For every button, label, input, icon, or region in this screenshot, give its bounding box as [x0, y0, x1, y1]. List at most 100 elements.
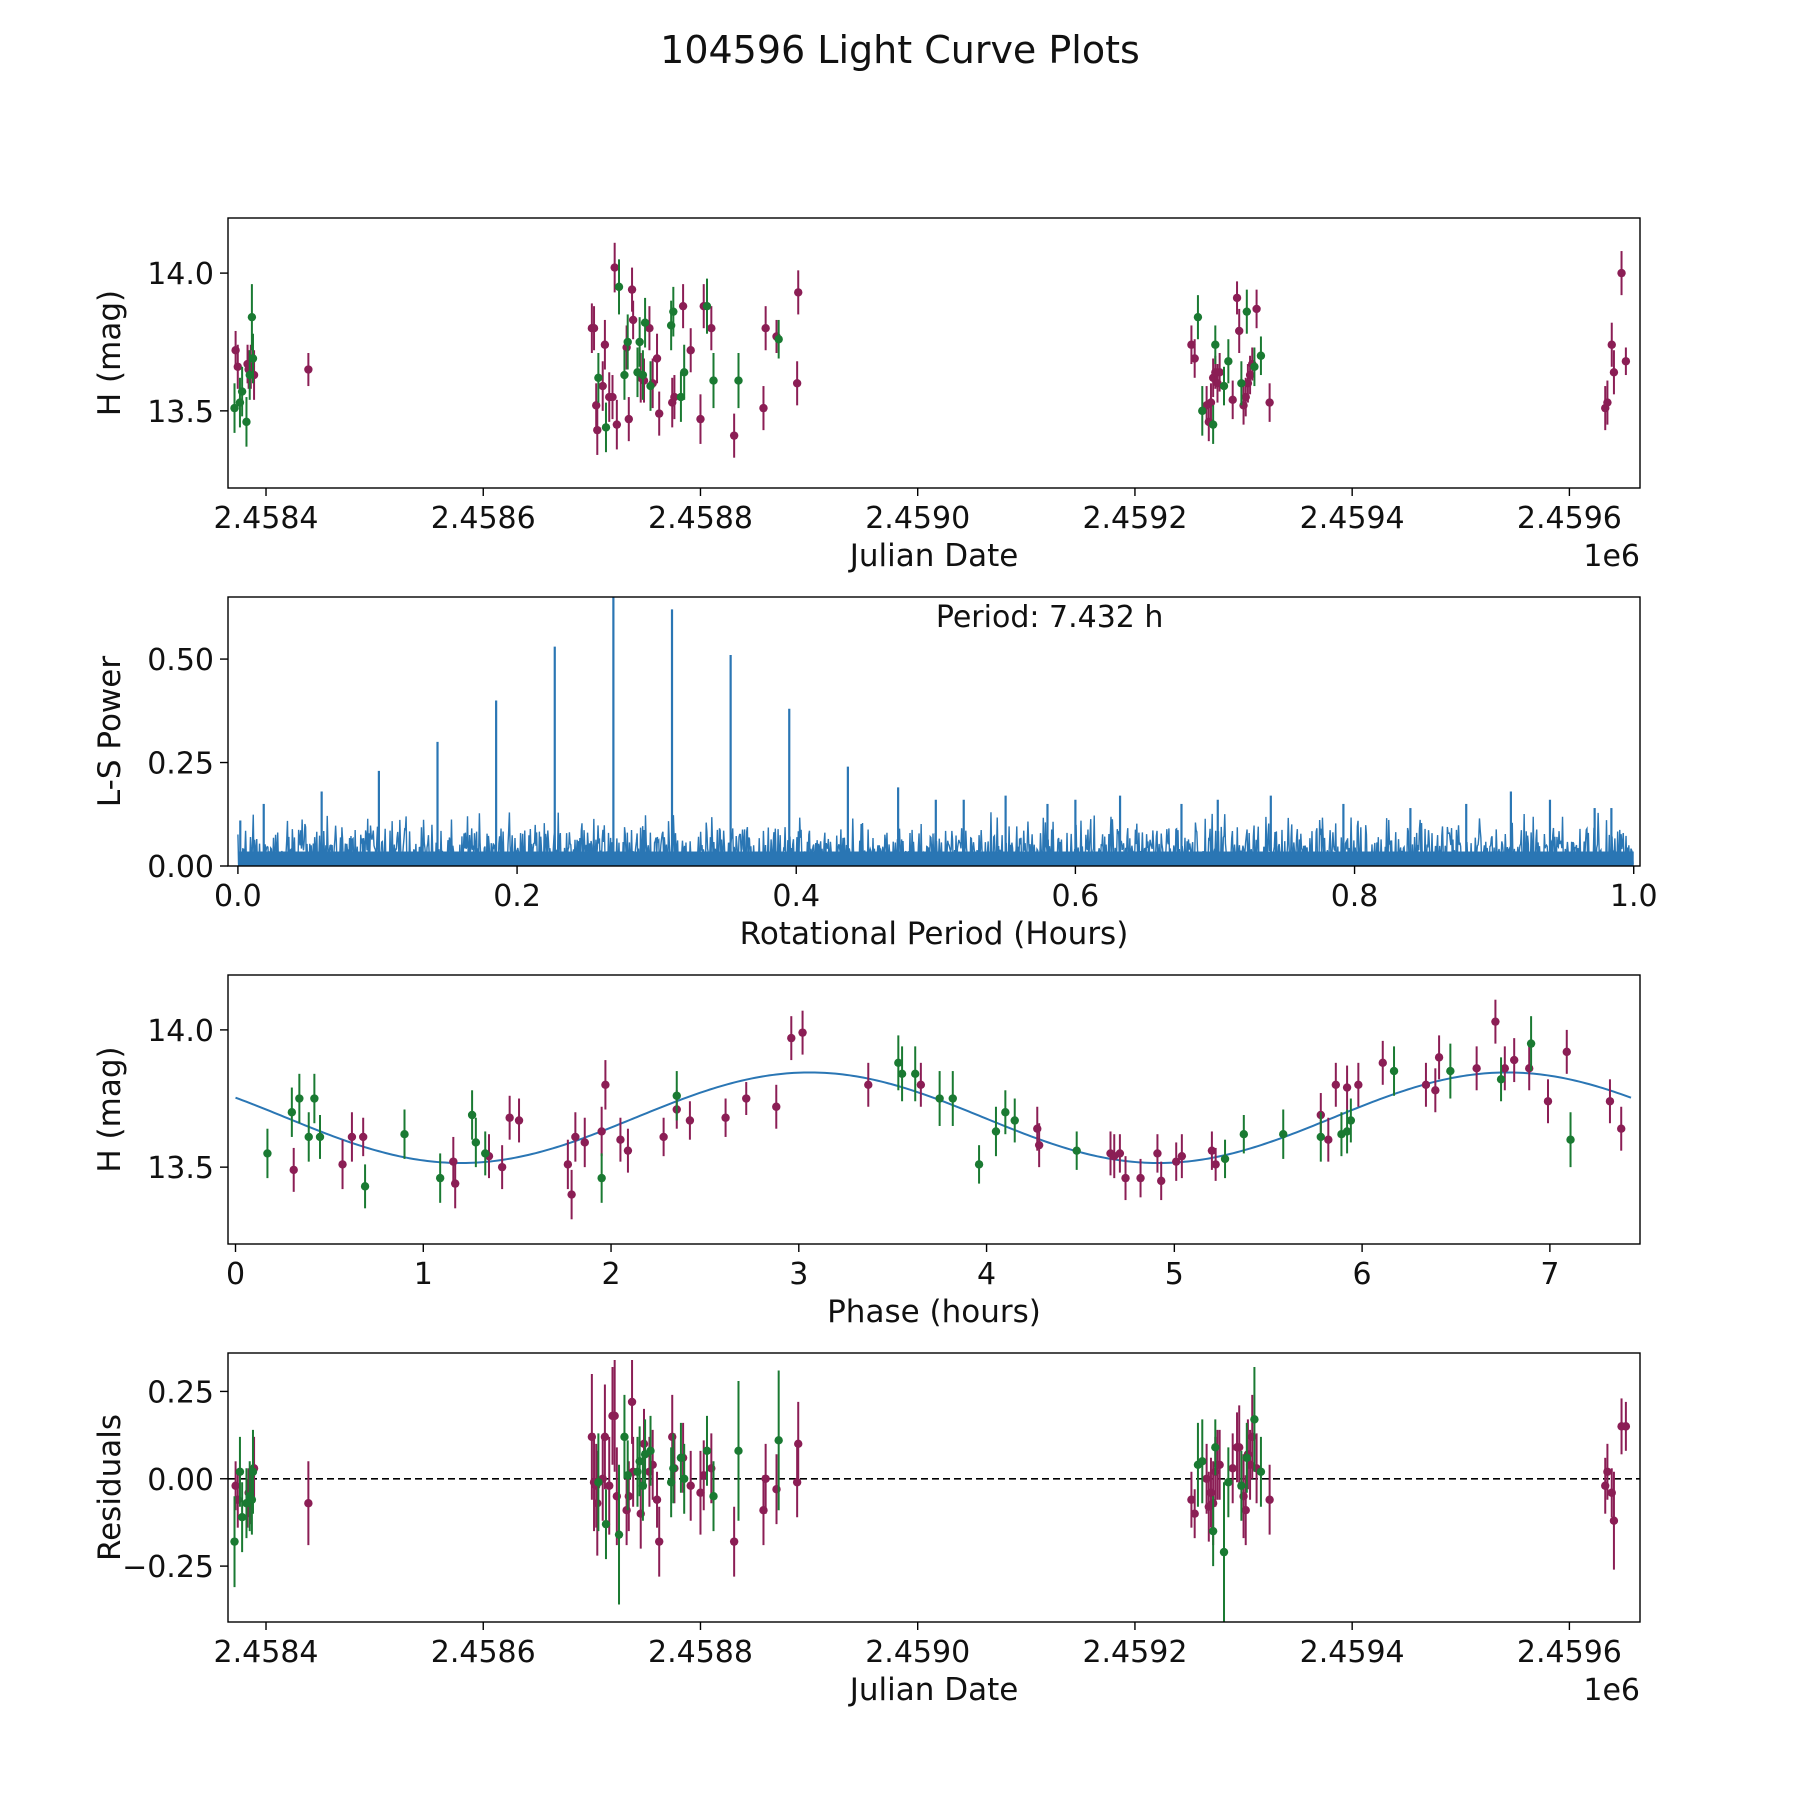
green-point-17 — [935, 1094, 944, 1103]
green-point-34 — [1256, 351, 1266, 360]
green-point-26 — [1198, 1457, 1207, 1466]
x-tick-label: 0.0 — [214, 879, 262, 914]
purple-point-60 — [1603, 398, 1612, 407]
purple-point-14 — [597, 1127, 606, 1136]
purple-point-58 — [1617, 1124, 1626, 1133]
residuals-plot-area — [228, 1359, 1640, 1622]
green-point-1 — [235, 1467, 245, 1476]
y-tick-label: −0.25 — [122, 1550, 214, 1585]
green-point-13 — [672, 1091, 681, 1100]
phase-folded-panel: 0 1 2 3 4 5 6 7 13.5 14.0 Phase (hours) H (mag) — [92, 974, 1641, 1330]
x-axis-label: Julian Date — [848, 1672, 1019, 1708]
green-point-21 — [1001, 1108, 1010, 1117]
fit-curve — [235, 1071, 1632, 1165]
x-tick-label: 2.4590 — [865, 1635, 970, 1670]
green-point-23 — [734, 1446, 743, 1456]
green-point-19 — [974, 1160, 984, 1169]
purple-point-29 — [1034, 1140, 1044, 1150]
purple-point-38 — [1177, 1151, 1187, 1161]
purple-point-49 — [1228, 395, 1237, 405]
green-point-32 — [1242, 307, 1252, 316]
purple-point-23 — [772, 1102, 781, 1111]
purple-point-47 — [1421, 1080, 1431, 1089]
purple-point-22 — [639, 1439, 649, 1449]
purple-point-38 — [792, 1478, 802, 1487]
x-axis-label: Rotational Period (Hours) — [740, 916, 1129, 952]
green-point-27 — [1208, 420, 1218, 429]
purple-point-34 — [1136, 1173, 1145, 1183]
green-point-3 — [304, 1132, 313, 1142]
purple-point-15 — [610, 263, 619, 272]
purple-point-33 — [1121, 1173, 1130, 1183]
purple-point-13 — [605, 1481, 614, 1490]
green-point-13 — [635, 1457, 644, 1466]
green-point-5 — [247, 312, 257, 322]
purple-point-63 — [1617, 268, 1626, 278]
x-tick-label: 2 — [601, 1257, 620, 1292]
green-point-23 — [734, 376, 743, 385]
green-point-26 — [1279, 1130, 1288, 1139]
y-tick-label: 0.25 — [147, 747, 214, 782]
y-tick-label: 0.25 — [147, 1375, 214, 1410]
green-point-8 — [435, 1173, 445, 1183]
purple-point-2 — [347, 1132, 357, 1142]
purple-point-26 — [655, 409, 664, 418]
purple-point-44 — [1206, 398, 1216, 407]
x-tick-label: 2.4592 — [1082, 1635, 1187, 1670]
green-point-25 — [1239, 1130, 1249, 1139]
purple-point-45 — [1354, 1080, 1363, 1089]
x-tick-label: 2.4594 — [1300, 501, 1405, 536]
green-point-9 — [614, 282, 624, 292]
green-point-21 — [702, 301, 712, 311]
purple-point-1 — [233, 362, 242, 371]
green-point-8 — [601, 1519, 611, 1529]
purple-point-29 — [678, 301, 688, 311]
green-point-27 — [1208, 1526, 1218, 1536]
purple-point-39 — [1207, 1146, 1217, 1155]
purple-point-62 — [1609, 368, 1619, 377]
purple-point-10 — [593, 1499, 602, 1508]
purple-point-10 — [593, 425, 602, 435]
purple-point-60 — [1603, 1467, 1612, 1476]
purple-point-38 — [792, 379, 802, 388]
purple-point-20 — [685, 1116, 695, 1125]
green-point-9 — [467, 1110, 477, 1120]
purple-point-11 — [598, 381, 607, 391]
green-point-20 — [991, 1127, 1001, 1136]
purple-point-9 — [592, 401, 601, 410]
purple-point-55 — [1543, 1097, 1553, 1106]
green-point-0 — [230, 1537, 239, 1546]
x-axis-label: Phase (hours) — [827, 1294, 1041, 1330]
green-point-16 — [646, 381, 655, 391]
purple-point-31 — [696, 1488, 705, 1497]
purple-point-25 — [652, 354, 662, 363]
green-point-33 — [1250, 1415, 1259, 1424]
purple-point-36 — [761, 324, 770, 333]
purple-point-24 — [787, 1033, 796, 1043]
green-point-28 — [1211, 340, 1220, 349]
green-point-2 — [295, 1094, 304, 1103]
x-tick-label: 2.4588 — [648, 501, 753, 536]
purple-point-30 — [686, 1481, 695, 1490]
green-point-7 — [594, 1478, 603, 1487]
period-annotation: Period: 7.432 h — [936, 600, 1164, 635]
purple-point-39 — [794, 1439, 803, 1449]
x-tick-label: 2.4596 — [1517, 1635, 1622, 1670]
purple-point-21 — [721, 1113, 730, 1122]
periodogram-plot-area — [237, 597, 1634, 866]
purple-point-64 — [1621, 1422, 1631, 1431]
green-point-11 — [623, 1471, 632, 1480]
green-point-19 — [676, 392, 686, 402]
purple-point-23 — [645, 1467, 654, 1476]
purple-point-17 — [623, 1146, 633, 1155]
x-tick-label: 2.4584 — [214, 501, 319, 536]
y-tick-label: 13.5 — [147, 395, 214, 430]
purple-point-40 — [1187, 340, 1196, 349]
light-curve-plot-area — [230, 242, 1631, 458]
x-tick-label: 2.4584 — [214, 1635, 319, 1670]
purple-point-61 — [1607, 340, 1616, 349]
green-point-3 — [242, 417, 251, 427]
purple-point-35 — [759, 403, 768, 413]
purple-point-58 — [1265, 1495, 1274, 1504]
x-tick-label: 2.4594 — [1300, 1635, 1405, 1670]
